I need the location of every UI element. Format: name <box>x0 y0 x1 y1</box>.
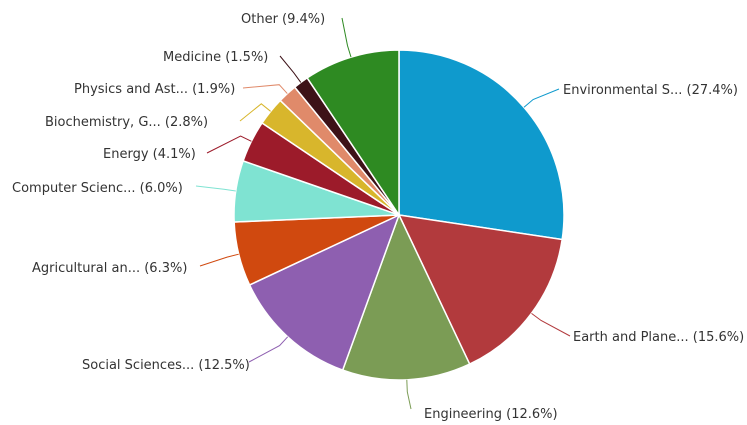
slice-label: Engineering (12.6%) <box>424 407 558 422</box>
leader-line <box>195 185 236 192</box>
slice-label: Social Sciences... (12.5%) <box>82 358 250 373</box>
slice-label: Computer Scienc... (6.0%) <box>12 181 183 196</box>
leader-line <box>242 84 288 94</box>
slice-label: Biochemistry, G... (2.8%) <box>45 115 208 130</box>
slice-label: Energy (4.1%) <box>103 147 196 162</box>
slice-label: Agricultural an... (6.3%) <box>32 261 187 276</box>
slice-label: Other (9.4%) <box>241 12 325 27</box>
leader-line <box>531 312 571 337</box>
leader-line <box>239 103 271 122</box>
leader-line <box>248 336 289 363</box>
slice-label: Medicine (1.5%) <box>163 50 268 65</box>
leader-lines <box>195 17 571 410</box>
slice-labels: Environmental S... (27.4%) Earth and Plan… <box>12 12 744 422</box>
leader-line <box>279 55 302 83</box>
pie-slices <box>233 49 565 381</box>
leader-line <box>406 379 412 410</box>
leader-line <box>206 135 252 154</box>
leader-line <box>523 88 560 108</box>
leader-line <box>341 17 352 58</box>
pie-slice[interactable] <box>248 213 401 372</box>
slice-label: Physics and Ast... (1.9%) <box>74 82 235 97</box>
slice-label: Environmental S... (27.4%) <box>563 83 738 98</box>
pie-slice[interactable] <box>306 49 400 218</box>
slice-label: Earth and Plane... (15.6%) <box>573 330 744 345</box>
pie-slice[interactable] <box>397 214 564 366</box>
pie-slice[interactable] <box>341 213 471 381</box>
leader-line <box>199 253 239 267</box>
pie-slice[interactable] <box>398 49 565 241</box>
